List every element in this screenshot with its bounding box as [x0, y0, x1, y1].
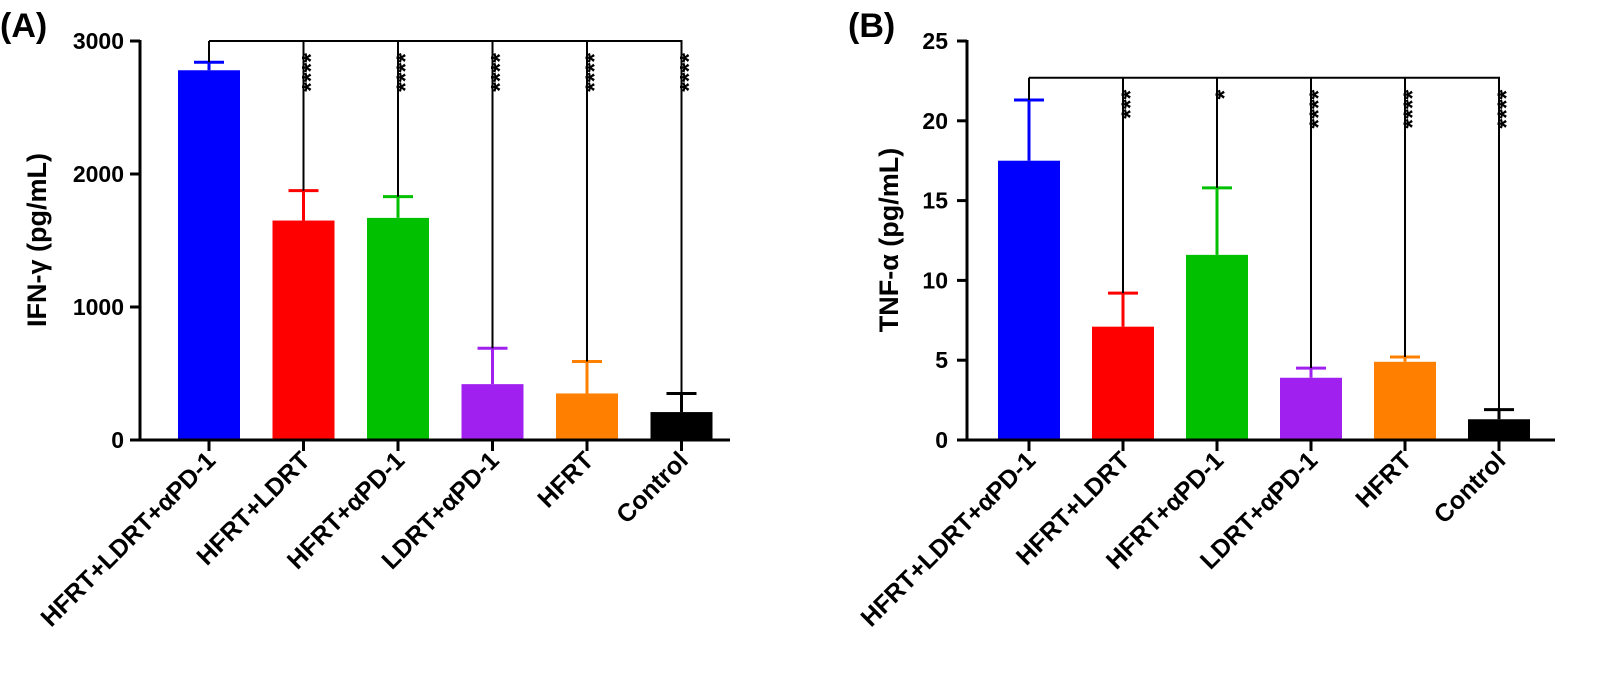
bar-1: [998, 160, 1060, 440]
panel-label: (A): [0, 7, 47, 45]
significance-label: ****: [298, 53, 326, 92]
category-label: HFRT: [1350, 446, 1417, 513]
y-axis-label: TNF-α (pg/mL): [874, 148, 904, 333]
y-tick-label: 0: [111, 427, 124, 453]
y-tick-label: 3000: [73, 28, 124, 54]
bar-5: [1374, 361, 1436, 440]
y-tick-label: 20: [922, 108, 948, 134]
panel-label: (B): [848, 7, 895, 45]
y-tick-label: 10: [922, 267, 948, 293]
bar-6: [650, 412, 713, 440]
significance-label: ****: [392, 53, 420, 92]
category-label: HFRT: [532, 446, 599, 513]
bar-6: [1468, 419, 1530, 440]
significance-label: *: [1211, 89, 1239, 99]
y-tick-label: 5: [935, 347, 948, 373]
y-tick-label: 15: [922, 188, 948, 214]
category-label: Control: [611, 446, 694, 529]
category-label: Control: [1429, 446, 1512, 529]
y-tick-label: 25: [922, 28, 948, 54]
significance-label: ****: [676, 53, 704, 92]
significance-label: ***: [1117, 89, 1145, 118]
category-label: HFRT+LDRT+αPD-1: [35, 446, 221, 632]
bar-4: [461, 384, 524, 440]
bar-4: [1280, 377, 1342, 440]
bar-2: [272, 220, 335, 440]
y-tick-label: 0: [935, 427, 948, 453]
panel-a: (A) IFN-γ (pg/mL) 0 1000 2000 3000 HFRT+LDRT+α…: [0, 7, 730, 632]
significance-label: ****: [487, 53, 515, 92]
bar-1: [178, 70, 240, 440]
significance-label: ****: [581, 53, 609, 92]
panel-b: (B) TNF-α (pg/mL) 0 5 10 15 20 25 HFRT+LDRT+αPD-…: [848, 7, 1555, 632]
bar-2: [1092, 326, 1154, 440]
bar-3: [1186, 254, 1248, 440]
y-tick-label: 1000: [73, 294, 124, 320]
significance-label: ****: [1399, 89, 1427, 128]
bar-3: [367, 217, 429, 440]
y-tick-label: 2000: [73, 161, 124, 187]
category-label: HFRT+LDRT+αPD-1: [855, 446, 1041, 632]
bar-5: [556, 393, 618, 440]
y-axis-label: IFN-γ (pg/mL): [22, 153, 52, 327]
significance-label: ****: [1493, 89, 1521, 128]
significance-label: ****: [1305, 89, 1333, 128]
